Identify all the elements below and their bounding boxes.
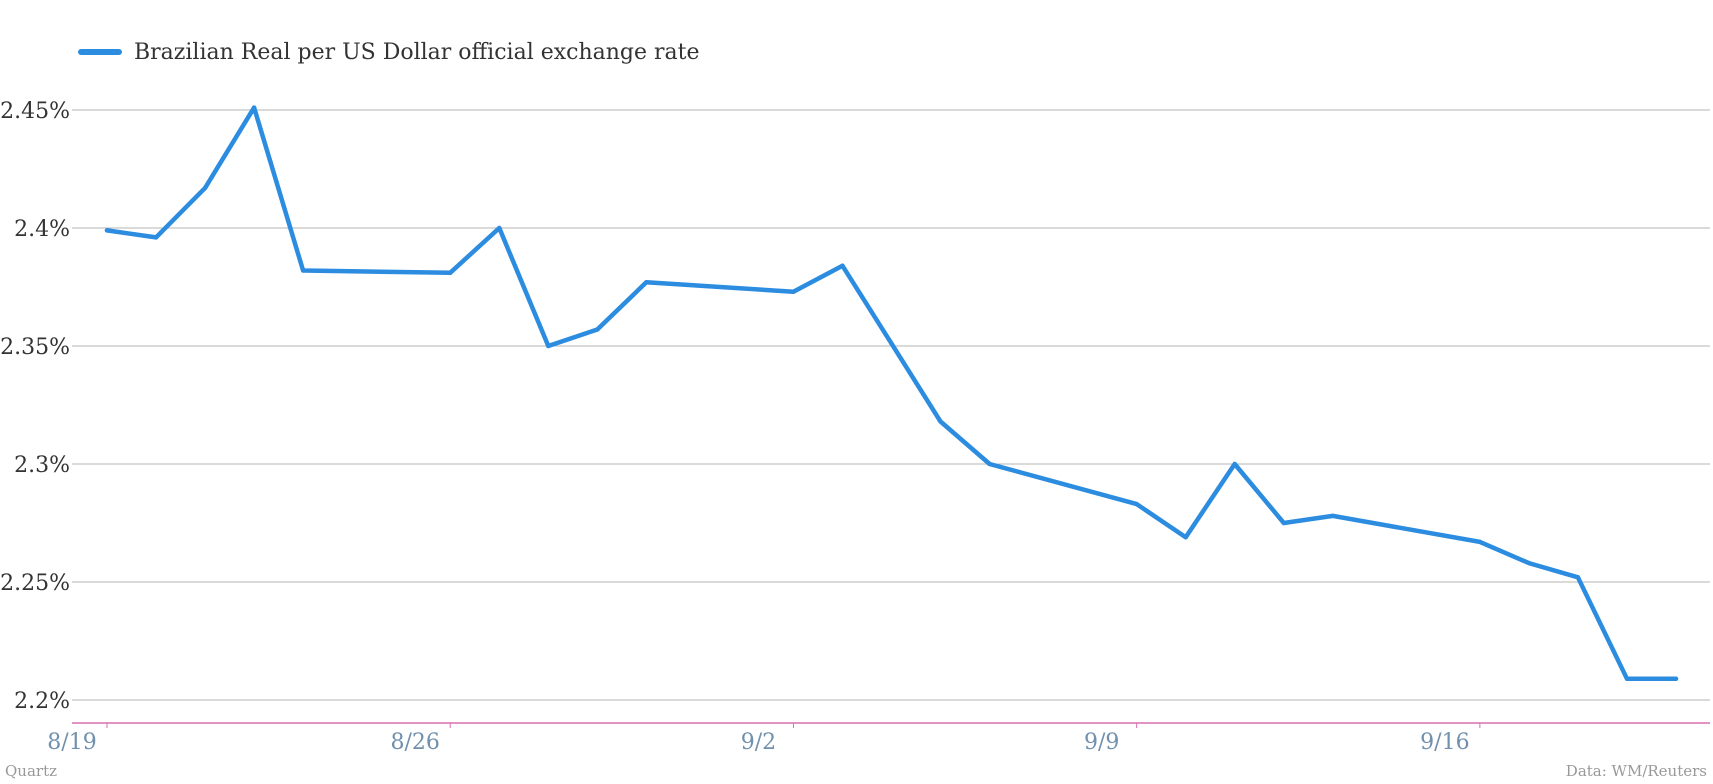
data-point (153, 235, 159, 240)
data-point (1281, 520, 1286, 526)
data-point (497, 225, 502, 231)
x-tick-label: 9/9 (1084, 730, 1119, 755)
data-point (1183, 534, 1188, 540)
x-tick-label: 9/2 (741, 730, 776, 755)
data-point (1575, 575, 1581, 580)
series-line (104, 105, 1679, 682)
data-point (1330, 513, 1335, 519)
y-tick-label: 2.2% (14, 689, 70, 714)
data-point (104, 228, 110, 233)
data-point (595, 327, 600, 332)
data-point (644, 280, 649, 285)
data-point (791, 289, 796, 294)
data-point (251, 105, 257, 110)
data-point (889, 341, 894, 346)
data-point (1232, 461, 1237, 467)
y-tick-label: 2.45% (0, 99, 70, 124)
data-point (840, 263, 845, 268)
data-point (300, 268, 306, 273)
legend: Brazilian Real per US Dollar official ex… (78, 36, 700, 68)
source-text: Data: WM/Reuters (1565, 762, 1707, 780)
data-point (448, 270, 453, 276)
gridlines (72, 109, 1710, 701)
data-point (1526, 560, 1532, 566)
data-point (987, 461, 992, 467)
data-point (1477, 539, 1483, 545)
y-tick-label: 2.25% (0, 571, 70, 596)
x-axis-ticks: 8/19 8/26 9/2 9/9 9/16 (47, 723, 1481, 755)
series (104, 105, 1679, 682)
y-tick-label: 2.35% (0, 335, 70, 360)
x-tick-label: 8/19 (47, 730, 96, 755)
y-tick-label: 2.3% (14, 453, 70, 478)
y-axis-ticks: 2.45% 2.4% 2.35% 2.3% 2.25% 2.2% (0, 99, 70, 714)
data-point (1624, 676, 1630, 681)
data-point (546, 343, 551, 349)
legend-label: Brazilian Real per US Dollar official ex… (134, 39, 700, 65)
data-point (1673, 676, 1679, 681)
x-tick-label: 9/16 (1420, 730, 1469, 755)
data-point (1134, 501, 1139, 507)
credit-text: Quartz (5, 762, 58, 780)
x-tick-label: 8/26 (391, 730, 440, 755)
data-point (202, 185, 208, 191)
data-point (938, 419, 943, 424)
legend-swatch (78, 49, 122, 55)
y-tick-label: 2.4% (14, 217, 70, 242)
